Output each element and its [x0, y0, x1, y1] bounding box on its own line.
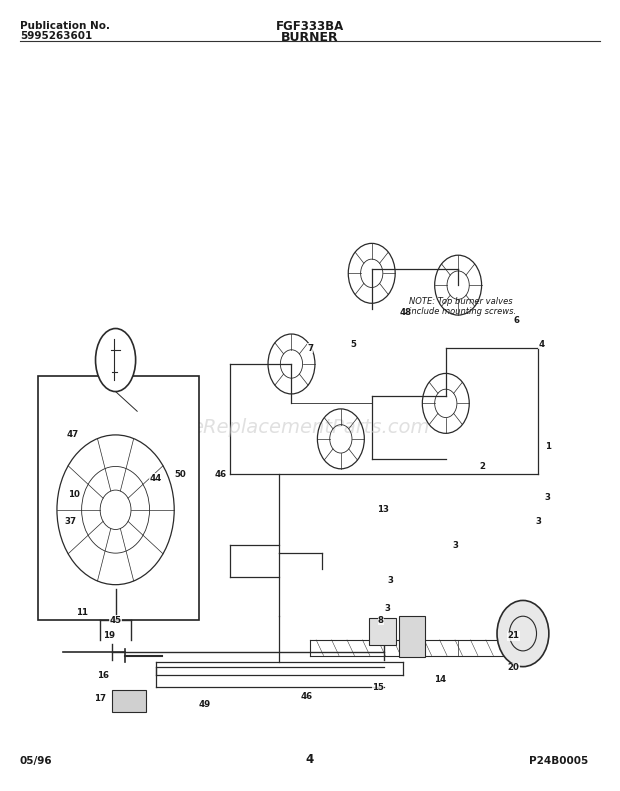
Text: FGF333BA: FGF333BA	[276, 20, 344, 32]
Text: 48: 48	[400, 308, 412, 317]
Text: 21: 21	[508, 631, 520, 641]
Text: 3: 3	[384, 604, 390, 613]
Text: 4: 4	[306, 753, 314, 766]
Text: NOTE: Top burner valves
include mounting screws.: NOTE: Top burner valves include mounting…	[409, 297, 516, 316]
Text: P24B0005: P24B0005	[528, 756, 588, 766]
Text: 46: 46	[215, 470, 226, 479]
Text: 44: 44	[149, 474, 162, 483]
Text: Publication No.: Publication No.	[20, 21, 110, 31]
Text: 14: 14	[433, 675, 446, 683]
FancyBboxPatch shape	[112, 691, 146, 713]
Text: 4: 4	[538, 340, 544, 349]
Text: 3: 3	[388, 576, 393, 585]
Text: 16: 16	[97, 671, 109, 679]
Text: 19: 19	[104, 631, 115, 641]
Text: 13: 13	[377, 505, 389, 514]
Text: 5995263601: 5995263601	[20, 31, 92, 40]
Text: 7: 7	[307, 344, 313, 353]
Text: 11: 11	[76, 607, 87, 617]
Text: 3: 3	[544, 494, 551, 502]
Circle shape	[497, 600, 549, 667]
Text: 10: 10	[68, 490, 80, 498]
Text: 2: 2	[480, 462, 486, 471]
Ellipse shape	[95, 328, 136, 392]
Text: 15: 15	[372, 683, 384, 691]
Text: 3: 3	[536, 517, 541, 526]
Text: BURNER: BURNER	[281, 31, 339, 44]
Text: 17: 17	[94, 694, 106, 703]
Text: 5: 5	[350, 340, 356, 349]
Text: 8: 8	[378, 615, 384, 625]
Text: 3: 3	[452, 541, 458, 550]
Text: 45: 45	[110, 615, 122, 625]
Text: 6: 6	[514, 316, 520, 325]
FancyBboxPatch shape	[38, 376, 199, 620]
Text: 20: 20	[508, 663, 520, 672]
Text: 49: 49	[199, 700, 211, 709]
Text: eReplacementParts.com: eReplacementParts.com	[191, 418, 429, 437]
FancyBboxPatch shape	[369, 618, 396, 645]
FancyBboxPatch shape	[399, 616, 425, 657]
Text: 46: 46	[301, 692, 313, 701]
Text: 37: 37	[64, 517, 77, 526]
Text: 50: 50	[174, 470, 186, 479]
Text: 05/96: 05/96	[20, 756, 53, 766]
Text: 47: 47	[66, 430, 79, 440]
Text: 1: 1	[544, 442, 551, 451]
